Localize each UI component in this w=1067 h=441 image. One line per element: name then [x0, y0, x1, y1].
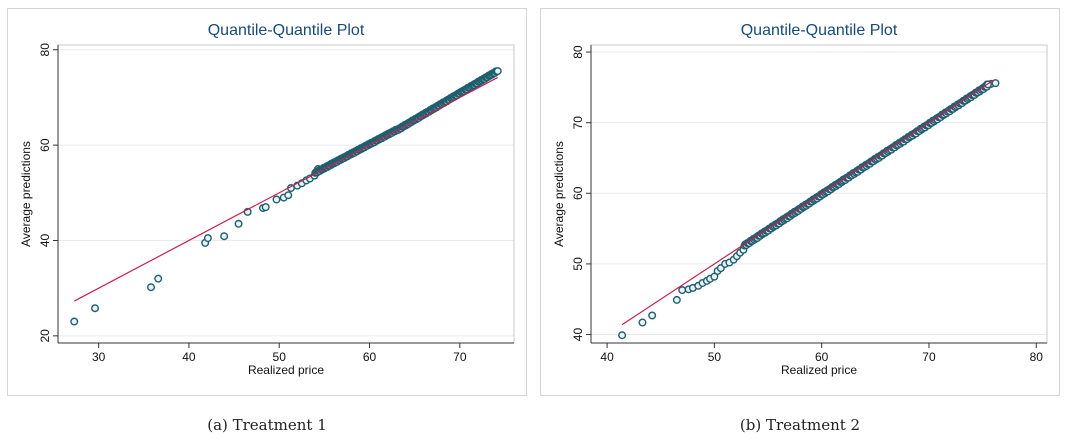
- y-tick-label: 40: [38, 233, 52, 247]
- x-tick-label: 50: [708, 350, 722, 364]
- chart-title: Quantile-Quantile Plot: [741, 22, 898, 39]
- data-point: [493, 67, 502, 76]
- y-tick-label: 20: [38, 329, 52, 343]
- caption-treatment-1: (a) Treatment 1: [207, 416, 327, 434]
- y-tick-label: 40: [571, 328, 585, 342]
- x-tick-label: 70: [453, 350, 467, 364]
- x-tick-label: 80: [1030, 350, 1044, 364]
- data-points: [70, 67, 502, 326]
- data-point: [154, 274, 163, 283]
- x-tick-label: 60: [815, 350, 829, 364]
- x-tick-label: 60: [363, 350, 377, 364]
- y-axis-label: Average predictions: [19, 141, 33, 247]
- x-tick-label: 30: [92, 350, 106, 364]
- data-point: [234, 219, 243, 228]
- y-axis-label: Average predictions: [552, 141, 566, 247]
- data-point: [220, 232, 229, 241]
- x-tick-label: 70: [922, 350, 936, 364]
- qq-plot-treatment-2: Quantile-Quantile Plot 40 50 60 70 80 40 50 60 70…: [552, 22, 1048, 377]
- data-point: [638, 318, 647, 327]
- chart-panel-treatment-1: Quantile-Quantile Plot 30 40 50 60 70 20 40 60 80…: [7, 8, 527, 396]
- data-point: [91, 304, 100, 313]
- y-tick-label: 60: [38, 138, 52, 152]
- data-point: [284, 191, 293, 200]
- y-tick-label: 50: [571, 257, 585, 271]
- x-tick-label: 40: [182, 350, 196, 364]
- data-point: [272, 195, 281, 204]
- data-point: [147, 283, 156, 292]
- y-tick-label: 80: [38, 43, 52, 57]
- y-tick-label: 80: [571, 45, 585, 59]
- data-point: [678, 286, 687, 295]
- data-points: [618, 79, 1000, 340]
- reference-line: [73, 76, 499, 302]
- y-tick-label: 60: [571, 186, 585, 200]
- x-tick-label: 50: [273, 350, 287, 364]
- data-point: [70, 317, 79, 326]
- data-point: [618, 331, 627, 340]
- x-axis-label: Realized price: [248, 363, 324, 377]
- chart-panel-treatment-2: Quantile-Quantile Plot 40 50 60 70 80 40 50 60 70…: [540, 8, 1060, 396]
- reference-line: [621, 79, 994, 326]
- y-tick-label: 70: [571, 116, 585, 130]
- data-point: [261, 203, 270, 212]
- data-point: [648, 311, 657, 320]
- data-point: [203, 234, 212, 243]
- qq-plot-treatment-1: Quantile-Quantile Plot 30 40 50 60 70 20 40 60 80…: [19, 22, 515, 377]
- chart-title: Quantile-Quantile Plot: [208, 22, 365, 39]
- data-point: [672, 295, 681, 304]
- caption-treatment-2: (b) Treatment 2: [739, 416, 861, 434]
- x-axis-label: Realized price: [781, 363, 857, 377]
- x-tick-label: 40: [600, 350, 614, 364]
- data-point: [991, 79, 1000, 88]
